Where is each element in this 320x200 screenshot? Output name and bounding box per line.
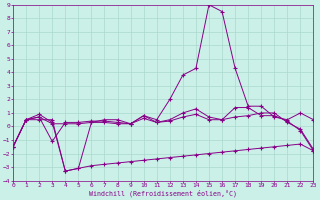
X-axis label: Windchill (Refroidissement éolien,°C): Windchill (Refroidissement éolien,°C) <box>89 190 237 197</box>
